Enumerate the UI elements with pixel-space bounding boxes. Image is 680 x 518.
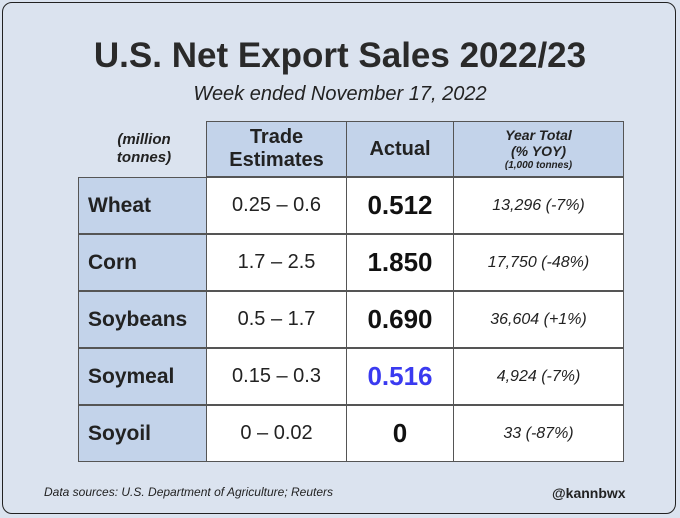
data-sources-note: Data sources: U.S. Department of Agricul… [44, 485, 334, 499]
trade-estimates-cell: 1.7 – 2.5 [206, 234, 347, 291]
header-trade-line1: Trade [249, 126, 304, 148]
trade-estimates-cell: 0.5 – 1.7 [206, 291, 347, 348]
header-trade-line2: Estimates [229, 149, 324, 171]
header-year-total: Year Total (% YOY) (1,000 tonnes) [453, 121, 624, 177]
table-row-soybeans: Soybeans 0.5 – 1.7 0.690 36,604 (+1%) [78, 291, 624, 348]
actual-cell: 0.516 [346, 348, 454, 405]
actual-cell: 0.690 [346, 291, 454, 348]
header-year-line3: (1,000 tonnes) [504, 159, 573, 171]
table-row-wheat: Wheat 0.25 – 0.6 0.512 13,296 (-7%) [78, 177, 624, 234]
commodity-name: Soymeal [78, 348, 207, 405]
table-row-soymeal: Soymeal 0.15 – 0.3 0.516 4,924 (-7%) [78, 348, 624, 405]
commodity-name: Corn [78, 234, 207, 291]
table-row-corn: Corn 1.7 – 2.5 1.850 17,750 (-48%) [78, 234, 624, 291]
unit-label-line1: (million [117, 131, 171, 148]
actual-cell: 1.850 [346, 234, 454, 291]
commodity-name: Soyoil [78, 405, 207, 462]
author-handle: @kannbwx [552, 485, 626, 501]
table-row-soyoil: Soyoil 0 – 0.02 0 33 (-87%) [78, 405, 624, 462]
year-total-cell: 17,750 (-48%) [453, 234, 624, 291]
header-year-line1: Year Total [505, 126, 572, 143]
unit-label: (million tonnes) [100, 131, 188, 167]
header-year-line2: (% YOY) [511, 142, 566, 159]
actual-cell: 0.512 [346, 177, 454, 234]
header-actual: Actual [346, 121, 454, 177]
page-subtitle: Week ended November 17, 2022 [193, 83, 487, 105]
commodity-name: Soybeans [78, 291, 207, 348]
page-title: U.S. Net Export Sales 2022/23 [93, 36, 587, 75]
year-total-cell: 36,604 (+1%) [453, 291, 624, 348]
card-frame [2, 2, 676, 514]
actual-cell: 0 [346, 405, 454, 462]
trade-estimates-cell: 0.25 – 0.6 [206, 177, 347, 234]
commodity-name: Wheat [78, 177, 207, 234]
unit-label-line2: tonnes) [116, 149, 172, 166]
year-total-cell: 4,924 (-7%) [453, 348, 624, 405]
trade-estimates-cell: 0 – 0.02 [206, 405, 347, 462]
year-total-cell: 13,296 (-7%) [453, 177, 624, 234]
trade-estimates-cell: 0.15 – 0.3 [206, 348, 347, 405]
header-trade-estimates: Trade Estimates [206, 121, 347, 177]
year-total-cell: 33 (-87%) [453, 405, 624, 462]
